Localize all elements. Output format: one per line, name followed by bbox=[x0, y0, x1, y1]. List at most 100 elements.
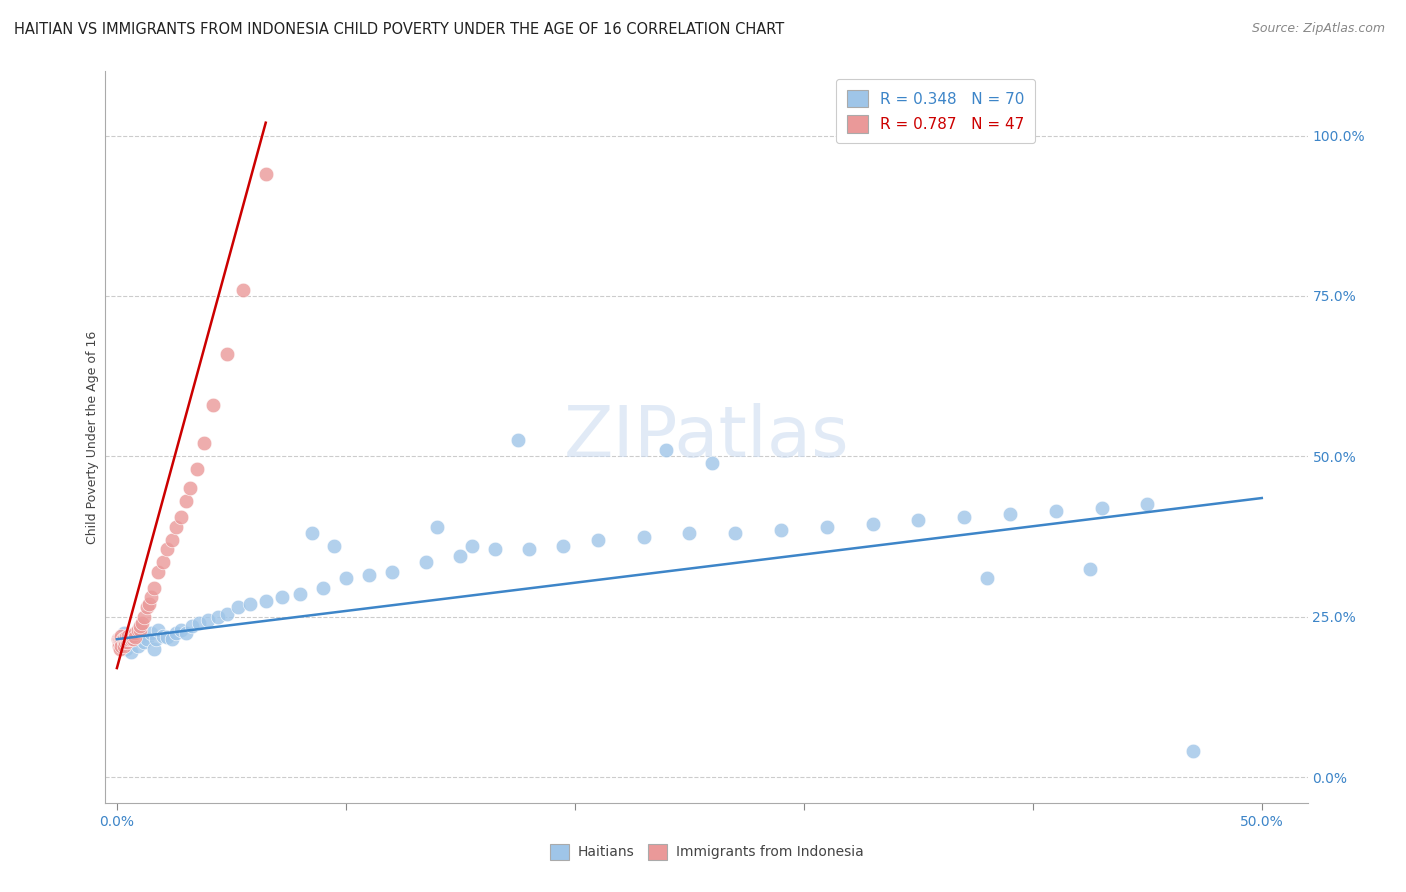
Point bbox=[232, 283, 254, 297]
Point bbox=[124, 630, 146, 644]
Point bbox=[108, 641, 131, 656]
Point bbox=[112, 635, 135, 649]
Point bbox=[998, 507, 1021, 521]
Point bbox=[131, 616, 153, 631]
Point bbox=[108, 639, 131, 653]
Point bbox=[110, 629, 132, 643]
Point bbox=[117, 630, 139, 644]
Point bbox=[117, 637, 139, 651]
Point bbox=[506, 434, 529, 448]
Point bbox=[207, 609, 229, 624]
Point bbox=[146, 623, 169, 637]
Point bbox=[197, 613, 219, 627]
Point bbox=[117, 632, 139, 647]
Point bbox=[312, 581, 335, 595]
Point bbox=[120, 632, 142, 647]
Text: Source: ZipAtlas.com: Source: ZipAtlas.com bbox=[1251, 22, 1385, 36]
Point bbox=[117, 629, 139, 643]
Point bbox=[115, 632, 138, 647]
Point bbox=[127, 639, 149, 653]
Point bbox=[122, 633, 145, 648]
Point bbox=[215, 607, 238, 621]
Point bbox=[769, 523, 792, 537]
Point bbox=[239, 597, 262, 611]
Point bbox=[142, 581, 165, 595]
Point bbox=[1182, 744, 1205, 758]
Point bbox=[108, 632, 131, 647]
Point bbox=[415, 555, 437, 569]
Point bbox=[186, 462, 208, 476]
Point bbox=[110, 639, 132, 653]
Legend: Haitians, Immigrants from Indonesia: Haitians, Immigrants from Indonesia bbox=[544, 838, 869, 865]
Point bbox=[702, 456, 724, 470]
Point bbox=[120, 645, 142, 659]
Point bbox=[146, 565, 169, 579]
Point bbox=[160, 632, 183, 647]
Point bbox=[112, 625, 135, 640]
Point bbox=[724, 526, 747, 541]
Point bbox=[124, 625, 146, 640]
Point bbox=[120, 629, 142, 643]
Point bbox=[381, 565, 404, 579]
Point bbox=[1090, 500, 1112, 515]
Point bbox=[108, 632, 131, 647]
Point bbox=[141, 625, 163, 640]
Point bbox=[907, 514, 929, 528]
Point bbox=[976, 571, 998, 585]
Point bbox=[181, 619, 204, 633]
Point bbox=[553, 539, 575, 553]
Point bbox=[110, 629, 132, 643]
Point bbox=[138, 597, 160, 611]
Point bbox=[633, 529, 655, 543]
Point bbox=[160, 533, 183, 547]
Point bbox=[461, 539, 484, 553]
Point bbox=[188, 616, 211, 631]
Point bbox=[202, 398, 225, 412]
Point bbox=[112, 639, 135, 653]
Point bbox=[107, 635, 129, 649]
Point bbox=[152, 629, 174, 643]
Point bbox=[270, 591, 292, 605]
Point bbox=[115, 635, 138, 649]
Point bbox=[301, 526, 323, 541]
Point bbox=[152, 555, 174, 569]
Point bbox=[226, 600, 249, 615]
Point bbox=[115, 630, 138, 644]
Point bbox=[112, 632, 135, 647]
Point bbox=[110, 639, 132, 653]
Point bbox=[134, 609, 156, 624]
Point bbox=[1078, 561, 1101, 575]
Point bbox=[134, 635, 156, 649]
Point bbox=[862, 516, 884, 531]
Point bbox=[128, 619, 150, 633]
Point bbox=[165, 520, 187, 534]
Point bbox=[254, 593, 277, 607]
Point bbox=[122, 632, 145, 647]
Point bbox=[174, 625, 197, 640]
Text: ZIPatlas: ZIPatlas bbox=[564, 402, 849, 472]
Point bbox=[114, 635, 136, 649]
Text: HAITIAN VS IMMIGRANTS FROM INDONESIA CHILD POVERTY UNDER THE AGE OF 16 CORRELATI: HAITIAN VS IMMIGRANTS FROM INDONESIA CHI… bbox=[14, 22, 785, 37]
Point bbox=[107, 632, 129, 647]
Point bbox=[131, 629, 153, 643]
Point bbox=[1045, 504, 1067, 518]
Point bbox=[655, 442, 678, 457]
Point bbox=[110, 635, 132, 649]
Point bbox=[426, 520, 449, 534]
Point bbox=[815, 520, 838, 534]
Point bbox=[586, 533, 609, 547]
Point bbox=[120, 628, 142, 642]
Point bbox=[165, 625, 187, 640]
Point bbox=[110, 632, 132, 647]
Point bbox=[323, 539, 346, 553]
Point bbox=[115, 632, 138, 647]
Point bbox=[335, 571, 357, 585]
Point bbox=[170, 510, 193, 524]
Point bbox=[128, 625, 150, 640]
Point bbox=[678, 526, 700, 541]
Point bbox=[111, 632, 134, 647]
Point bbox=[115, 641, 138, 656]
Point bbox=[357, 568, 380, 582]
Point bbox=[1136, 498, 1159, 512]
Point bbox=[127, 623, 149, 637]
